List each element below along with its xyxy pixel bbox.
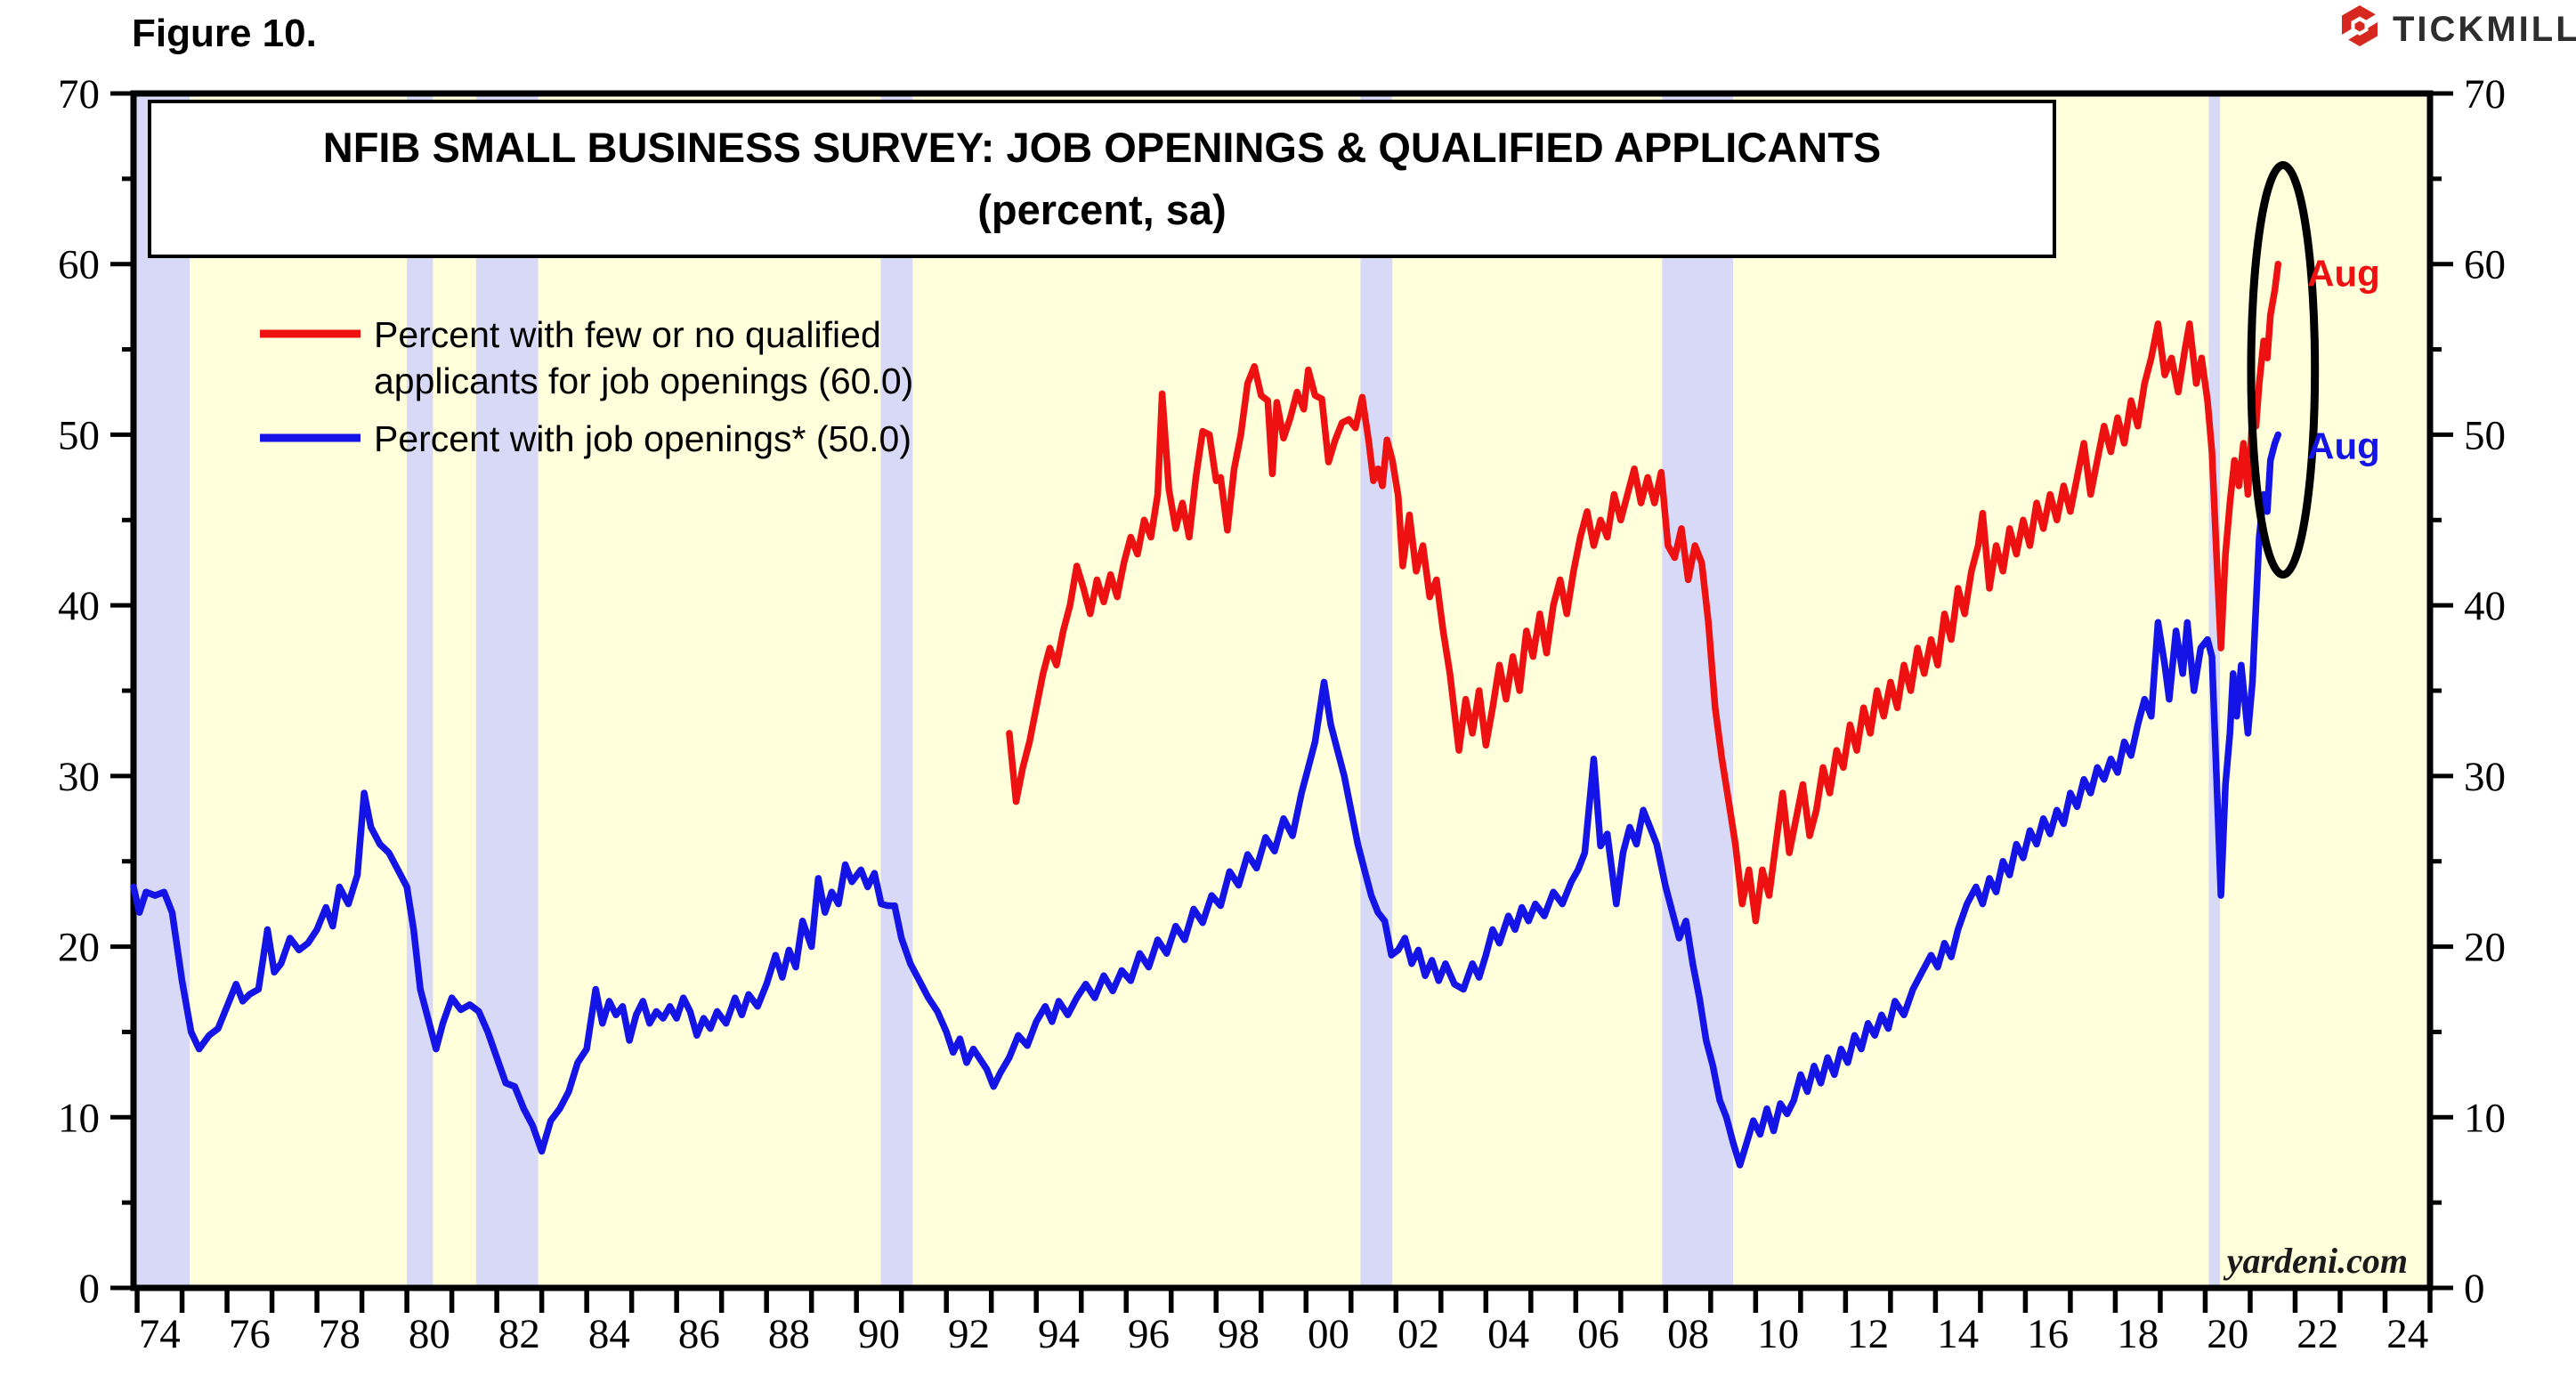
data-series-layer (130, 260, 2282, 1169)
y-axis-label-left: 20 (58, 925, 100, 971)
x-axis-label: 04 (1487, 1311, 1529, 1357)
y-axis-label-right: 60 (2464, 242, 2506, 288)
x-axis-label: 92 (948, 1311, 990, 1357)
y-axis-label-left: 60 (58, 242, 100, 288)
y-axis-label-right: 40 (2464, 583, 2506, 629)
x-axis-label: 76 (229, 1311, 271, 1357)
legend: Percent with few or no qualified applica… (260, 314, 913, 459)
x-axis-label: 98 (1218, 1311, 1260, 1357)
x-axis-label: 86 (678, 1311, 720, 1357)
x-axis-label: 74 (139, 1311, 181, 1357)
x-axis-label: 94 (1038, 1311, 1080, 1357)
title-box (148, 100, 2056, 258)
recession-band (1662, 93, 1734, 1288)
x-axis-label: 84 (588, 1311, 630, 1357)
recession-band (475, 93, 539, 1288)
aug-label-blue: Aug (2307, 425, 2380, 466)
source-credit: yardeni.com (2224, 1241, 2408, 1281)
x-axis-label: 80 (409, 1311, 450, 1357)
tickmill-hexagon-icon (2337, 5, 2382, 46)
x-axis-label: 18 (2117, 1311, 2159, 1357)
aug-label-red: Aug (2307, 253, 2380, 295)
x-axis-label: 82 (498, 1311, 540, 1357)
chart-title-line1: NFIB SMALL BUSINESS SURVEY: JOB OPENINGS… (323, 124, 1882, 171)
y-axis-label-right: 70 (2464, 71, 2506, 117)
x-axis-label: 02 (1397, 1311, 1439, 1357)
chart-title-line2: (percent, sa) (977, 186, 1226, 233)
recession-band (880, 93, 913, 1288)
y-axis-label-left: 30 (58, 754, 100, 800)
y-axis-label-right: 20 (2464, 925, 2506, 971)
y-axis-label-left: 50 (58, 412, 100, 458)
x-axis-label: 88 (768, 1311, 810, 1357)
legend-red-line2: applicants for job openings (60.0) (374, 360, 913, 401)
x-axis-label: 08 (1667, 1311, 1709, 1357)
x-axis-label: 24 (2386, 1311, 2428, 1357)
x-axis-label: 22 (2297, 1311, 2338, 1357)
y-axis-label-right: 30 (2464, 754, 2506, 800)
axis-labels-layer: 74 76 78 80 82 84 86 88 90 92 94 96 98 00 02 04 06 08 10 12… (58, 71, 2506, 1357)
recession-bands-layer (134, 93, 2221, 1288)
y-axis-label-right: 10 (2464, 1095, 2506, 1141)
highlight-ellipse (2247, 161, 2320, 579)
legend-blue-line: Percent with job openings* (50.0) (374, 418, 911, 459)
x-axis-label: 96 (1128, 1311, 1170, 1357)
series-line-qualified-applicants (1006, 260, 2282, 925)
recession-band (134, 93, 190, 1288)
recession-band (407, 93, 433, 1288)
x-axis-label: 20 (2207, 1311, 2248, 1357)
x-axis-label: 12 (1847, 1311, 1889, 1357)
x-axis-label: 00 (1308, 1311, 1349, 1357)
x-axis-label: 90 (858, 1311, 900, 1357)
x-axis-label: 16 (2027, 1311, 2069, 1357)
plot-frame (130, 90, 2434, 1291)
x-axis-label: 78 (319, 1311, 360, 1357)
recession-band (1360, 93, 1393, 1288)
brand-logo: TICKMILL (2337, 5, 2576, 49)
y-axis-label-left: 0 (79, 1266, 101, 1312)
y-axis-label-right: 0 (2464, 1266, 2485, 1312)
x-axis-label: 14 (1937, 1311, 1979, 1357)
figure-label: Figure 10. (132, 12, 317, 55)
y-axis-label-left: 70 (58, 71, 100, 117)
x-axis-label: 10 (1757, 1311, 1799, 1357)
y-axis-label-left: 10 (58, 1095, 100, 1141)
series-line-job-openings (130, 431, 2282, 1169)
y-axis-label-right: 50 (2464, 412, 2506, 458)
brand-name: TICKMILL (2393, 10, 2576, 49)
x-axis-label: 06 (1577, 1311, 1619, 1357)
legend-red-line1: Percent with few or no qualified (374, 314, 881, 355)
y-axis-label-left: 40 (58, 583, 100, 629)
